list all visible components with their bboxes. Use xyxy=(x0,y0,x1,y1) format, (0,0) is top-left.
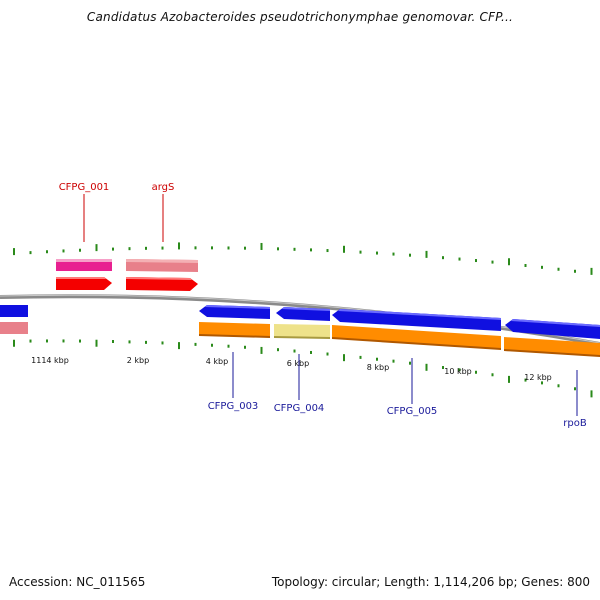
gene-label-args[interactable]: argS xyxy=(152,182,175,193)
gene-cfpg-001-highlight xyxy=(56,277,106,279)
gene-label-cfpg-001[interactable]: CFPG_001 xyxy=(59,182,110,193)
map-title: Candidatus Azobacteroides pseudotrichony… xyxy=(86,10,514,24)
gene-label-cfpg-004[interactable]: CFPG_004 xyxy=(274,403,325,414)
accession-text: Accession: NC_011565 xyxy=(9,575,146,589)
gene-cfpg-004-arrow[interactable] xyxy=(276,307,330,321)
gene-args-highlight xyxy=(126,277,192,280)
cds-left-edge-box[interactable] xyxy=(0,322,28,334)
gene-args-arrow[interactable] xyxy=(126,277,198,291)
scale-label-4kbp: 4 kbp xyxy=(206,357,228,366)
cds-cfpg-003-box[interactable] xyxy=(199,322,270,337)
gene-label-rpob[interactable]: rpoB xyxy=(563,418,587,429)
cds-khaki-shadow xyxy=(274,336,330,339)
gene-label-cfpg-005[interactable]: CFPG_005 xyxy=(387,406,438,417)
inner-tick-ring xyxy=(13,339,593,398)
scale-label-10kbp: 10 kbp xyxy=(444,367,472,376)
gene-cfpg-003-arrow[interactable] xyxy=(199,305,270,319)
scale-label-2kbp: 2 kbp xyxy=(127,356,149,365)
genome-info-text: Topology: circular; Length: 1,114,206 bp… xyxy=(271,575,590,589)
scale-label-1114kbp: 1114 kbp xyxy=(31,356,69,365)
cds-shadow xyxy=(199,334,600,357)
cds-cfpg-004-box[interactable] xyxy=(274,324,330,338)
scale-label-6kbp: 6 kbp xyxy=(287,359,309,368)
scale-label-8kbp: 8 kbp xyxy=(367,363,389,372)
scale-label-12kbp: 12 kbp xyxy=(524,373,552,382)
gene-cfpg-005-arrow[interactable] xyxy=(332,309,501,331)
gene-label-cfpg-003[interactable]: CFPG_003 xyxy=(208,401,259,412)
gene-cfpg-001-arrow[interactable] xyxy=(56,277,112,290)
cds-cfpg-001-highlight xyxy=(56,259,112,262)
cds-cfpg-005-box[interactable] xyxy=(332,325,501,349)
blue-gene-highlights xyxy=(205,305,600,327)
cds-args-highlight xyxy=(126,259,198,263)
gene-left-edge-arrow[interactable] xyxy=(0,305,28,317)
outer-tick-ring xyxy=(13,242,593,275)
